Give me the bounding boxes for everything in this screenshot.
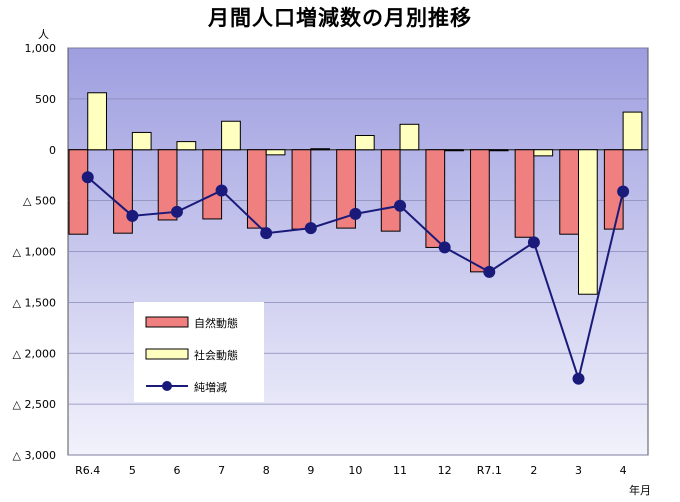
y-tick-label: 1,000 [25,42,57,55]
net-change-point [81,171,94,184]
y-tick-label: 500 [35,93,56,106]
bar-social-change [622,111,643,151]
net-change-point [170,205,183,218]
net-change-point [260,227,273,240]
x-tick-label: R6.4 [75,464,100,477]
net-change-point [394,199,407,212]
x-tick-label: 4 [620,464,627,477]
net-change-point [349,207,362,220]
bar-social-change [310,148,331,151]
y-tick-label: △ 3,000 [13,449,56,462]
bar-social-change [354,135,375,151]
bar-social-change [176,141,197,151]
y-tick-label: 0 [49,144,56,157]
bar-social-change [578,149,598,295]
y-tick-label: △ 2,500 [13,398,56,411]
y-tick-labels: 1,000 500 0 △ 500 △ 1,000 △ 1,500 △ 2,000 △ 2,5… [13,42,56,462]
net-change-line [81,171,630,385]
legend-swatch [145,348,189,360]
chart-title: 月間人口増減数の月別推移 [208,6,472,30]
legend-label: 自然動態 [194,316,238,330]
x-tick-label: 5 [129,464,136,477]
bar-natural-change [202,149,223,220]
x-tick-label: 3 [575,464,582,477]
net-change-point [215,184,228,197]
bar-natural-change [425,149,446,248]
x-tick-label: 7 [218,464,225,477]
bar-natural-change [559,149,580,235]
bar-social-change [533,149,554,157]
x-tick-label: 10 [348,464,362,477]
x-tick-label: 6 [173,464,180,477]
x-axis-label: 年月 [629,483,651,497]
bar-social-change [265,149,286,156]
bar-natural-change [68,149,89,235]
legend-swatch [145,316,189,328]
bar-natural-change [514,149,535,238]
x-tick-label: 12 [438,464,452,477]
legend-label: 純増減 [194,380,227,394]
bar-natural-change [336,149,356,229]
bar-social-change [87,92,107,151]
bar-natural-change [157,149,178,221]
x-tick-label: R7.1 [477,464,502,477]
bar-natural-change [291,149,312,230]
net-change-point [527,236,540,249]
x-tick-label: 9 [307,464,314,477]
bar-natural-change [246,149,267,229]
x-tick-label: 2 [530,464,537,477]
bar-natural-change [470,149,490,273]
bar-social-change [131,131,152,151]
y-tick-label: △ 1,000 [13,246,56,259]
x-tick-labels: R6.4 5 6 7 8 9 10 11 12 R7.1 2 3 4 [75,464,626,477]
bar-natural-change [380,149,401,232]
bar-social-change [488,149,509,152]
bar-social-change [221,120,241,151]
net-change-point [572,372,585,385]
y-axis-label: 人 [38,28,49,41]
y-tick-label: △ 500 [23,195,56,208]
net-change-point [126,209,139,222]
x-tick-label: 11 [393,464,407,477]
y-tick-label: △ 2,000 [13,347,56,360]
bar-social-change [399,123,420,151]
net-change-point [483,265,496,278]
x-tick-label: 8 [263,464,270,477]
net-change-point [304,222,317,235]
net-change-point [617,185,630,198]
bar-social-change [444,149,464,152]
bars [68,92,643,295]
legend-marker [162,381,172,391]
legend-label: 社会動態 [194,348,238,362]
y-tick-label: △ 1,500 [13,296,56,309]
net-change-point [438,241,451,254]
